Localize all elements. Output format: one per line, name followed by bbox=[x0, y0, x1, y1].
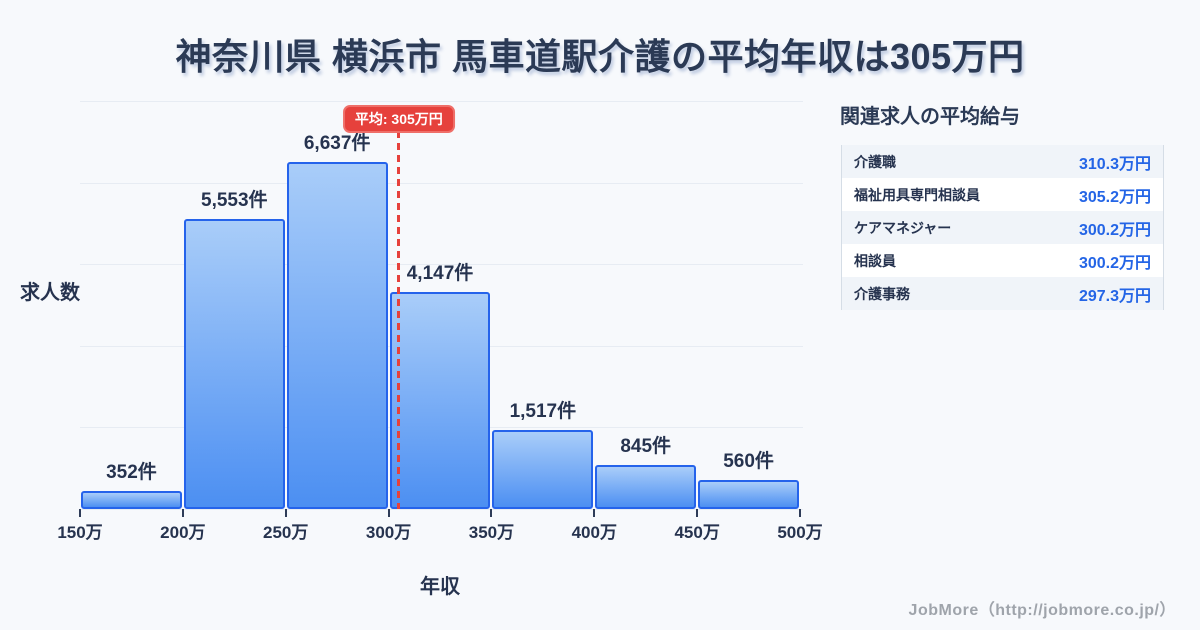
x-axis-tick bbox=[181, 509, 184, 517]
histogram-bar bbox=[389, 292, 491, 509]
y-axis-label: 求人数 bbox=[20, 282, 80, 304]
bar-value-label: 6,637件 bbox=[303, 133, 371, 154]
histogram-bar bbox=[286, 162, 388, 509]
footer-credit: JobMore（http://jobmore.co.jp/） bbox=[908, 602, 1176, 619]
histogram-bar bbox=[183, 219, 285, 509]
salary-row-label: 介護職 bbox=[854, 153, 896, 170]
histogram-bar bbox=[81, 491, 182, 509]
x-axis-tick-label: 300万 bbox=[365, 523, 412, 542]
x-axis-tick bbox=[696, 509, 699, 517]
page-title: 神奈川県 横浜市 馬車道駅介護の平均年収は305万円 bbox=[175, 36, 1025, 77]
x-axis-tick-label: 150万 bbox=[57, 523, 103, 542]
bar-value-label: 5,553件 bbox=[201, 190, 268, 211]
x-axis-tick bbox=[593, 509, 596, 517]
salary-row: 福祉用具専門相談員 305.2万円 bbox=[842, 178, 1163, 211]
average-line bbox=[397, 131, 401, 509]
x-axis-label: 年収 bbox=[420, 576, 460, 598]
x-axis-tick bbox=[799, 509, 801, 517]
salary-row-value: 300.2万円 bbox=[1078, 221, 1151, 239]
histogram-bar bbox=[595, 465, 697, 509]
salary-row-label: 相談員 bbox=[854, 252, 896, 269]
x-axis-tick-label: 400万 bbox=[571, 523, 617, 542]
x-axis-tick-label: 200万 bbox=[160, 523, 206, 542]
average-badge: 平均: 305万円 bbox=[342, 105, 455, 133]
bar-value-label: 845件 bbox=[620, 436, 672, 457]
x-axis-tick-label: 450万 bbox=[674, 523, 720, 542]
x-axis-tick-label: 350万 bbox=[468, 523, 515, 542]
gridline bbox=[80, 101, 803, 102]
gridline bbox=[80, 509, 803, 510]
histogram-bar bbox=[492, 430, 594, 509]
x-axis-tick bbox=[284, 509, 287, 517]
side-panel-heading: 関連求人の平均給与 bbox=[840, 106, 1020, 128]
salary-row: 介護事務 297.3万円 bbox=[842, 277, 1163, 310]
gridline bbox=[80, 183, 803, 184]
x-axis-tick-label: 250万 bbox=[263, 523, 309, 542]
salary-row: ケアマネジャー 300.2万円 bbox=[842, 211, 1163, 244]
salary-row-value: 305.2万円 bbox=[1078, 188, 1151, 206]
related-salary-table: 介護職 310.3万円福祉用具専門相談員 305.2万円ケアマネジャー 300.2万円… bbox=[841, 145, 1164, 310]
bar-value-label: 560件 bbox=[723, 451, 774, 472]
x-axis-tick bbox=[79, 509, 81, 517]
salary-row-label: 介護事務 bbox=[854, 285, 910, 302]
salary-row: 介護職 310.3万円 bbox=[842, 145, 1163, 178]
bar-value-label: 352件 bbox=[106, 462, 157, 483]
x-axis-tick-label: 500万 bbox=[777, 523, 823, 542]
salary-row-value: 297.3万円 bbox=[1078, 287, 1151, 305]
x-axis-tick bbox=[387, 509, 390, 517]
salary-row-label: 福祉用具専門相談員 bbox=[854, 186, 980, 203]
bar-value-label: 4,147件 bbox=[406, 263, 474, 284]
salary-row-value: 300.2万円 bbox=[1078, 254, 1151, 272]
salary-row-value: 310.3万円 bbox=[1078, 155, 1151, 173]
histogram-bar bbox=[698, 480, 799, 509]
bar-value-label: 1,517件 bbox=[509, 401, 577, 422]
plot-area: 平均: 305万円 352件 5,553件 6,637件 4,147件 1,517件 84… bbox=[57, 101, 823, 542]
x-axis-tick bbox=[490, 509, 493, 517]
salary-row: 相談員 300.2万円 bbox=[842, 244, 1163, 277]
gridline bbox=[80, 264, 803, 265]
salary-row-label: ケアマネジャー bbox=[854, 219, 952, 236]
